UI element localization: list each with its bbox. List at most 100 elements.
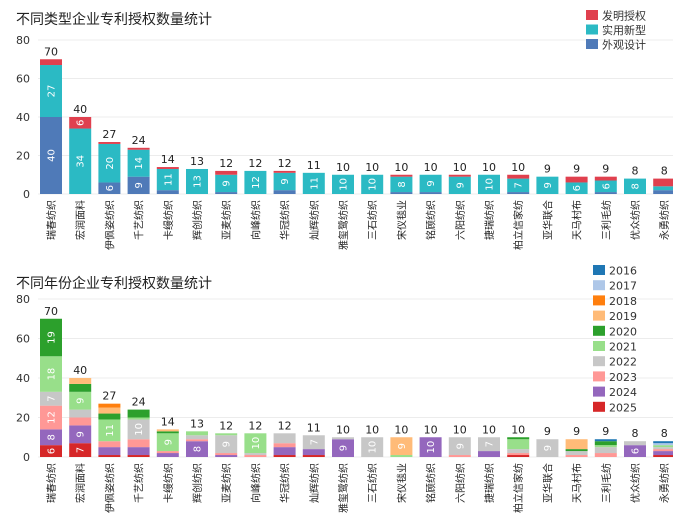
chart2-category-label: 铭顾纺织	[425, 463, 438, 503]
chart1-segment-label: 10	[368, 178, 379, 191]
chart1-bar-segment	[156, 167, 179, 169]
chart2-bar-segment	[127, 455, 150, 457]
chart2-category-label: 三利毛纺	[600, 463, 613, 503]
chart1-bar-segment	[40, 59, 62, 66]
chart2-bar-segment	[594, 447, 617, 454]
chart1-total-label: 27	[102, 128, 116, 141]
chart2-legend-swatch	[593, 310, 605, 321]
chart1-total-label: 11	[307, 159, 321, 172]
chart2-bar-segment	[98, 413, 121, 420]
chart2-total-label: 11	[307, 421, 321, 434]
chart2-bar-segment	[244, 433, 267, 454]
chart2-bar-segment	[98, 403, 121, 408]
chart1-bar-segment	[565, 182, 588, 194]
chart1-total-label: 10	[482, 161, 496, 174]
chart1-category-label: 卡缦纺织	[162, 200, 175, 240]
chart1-bar-segment	[273, 172, 296, 191]
chart2-legend-label: 2019	[609, 310, 637, 323]
chart1-segment-label: 7	[514, 182, 525, 188]
chart2-bar-segment	[653, 447, 673, 450]
chart2-bar-segment	[653, 449, 673, 452]
chart2-bar-segment	[127, 439, 150, 448]
chart1-bar-segment	[302, 172, 325, 194]
chart1-bar-segment	[40, 117, 62, 194]
chart1-legend-swatch	[586, 10, 598, 20]
chart2-category-label: 华冠纺织	[279, 463, 292, 503]
chart1-segment-label: 11	[163, 173, 174, 186]
chart2-segment-label: 11	[105, 424, 116, 437]
chart2-bar-segment	[156, 431, 179, 434]
chart2-category-label: 千艺纺织	[133, 463, 146, 503]
chart2-bar-segment	[653, 441, 673, 444]
chart2-bar-segment	[186, 435, 208, 440]
chart1-category-label: 宏润面料	[74, 200, 87, 240]
chart1-category-label: 华冠纺织	[279, 200, 292, 240]
chart1-segment-label: 9	[426, 180, 437, 186]
chart1-total-label: 13	[190, 155, 204, 168]
chart1-bar-segment	[594, 192, 617, 194]
chart2-bar-segment	[244, 455, 267, 457]
chart2-bar-segment	[40, 405, 62, 430]
chart1-bar-segment	[361, 174, 384, 194]
chart2-bar-segment	[156, 433, 179, 452]
chart2-bar-segment	[273, 447, 296, 456]
chart2-bar-segment	[653, 455, 673, 457]
chart1-bar-segment	[390, 176, 413, 193]
chart2-legend-swatch	[593, 325, 605, 336]
chart2-segment-label: 9	[543, 445, 554, 451]
chart1-category-label: 天马村布	[571, 200, 584, 240]
chart2-total-label: 14	[161, 415, 175, 428]
chart2-bar-segment	[40, 429, 62, 446]
chart1-category-label: 宋仪毯业	[395, 200, 408, 240]
chart2-bar-segment	[536, 439, 559, 457]
chart2-legend-label: 2024	[609, 386, 637, 399]
chart2-category-label: 宋仪毯业	[395, 463, 408, 503]
chart2-bar-segment	[624, 445, 646, 457]
chart1-total-label: 9	[573, 163, 580, 176]
chart2-bar-segment	[98, 455, 121, 457]
chart2-legend-label: 2025	[609, 401, 637, 414]
chart2-bar-segment	[565, 439, 588, 450]
chart2-bar-segment	[594, 453, 617, 457]
chart2-category-label: 亚麦纺织	[220, 463, 233, 503]
chart1-total-label: 8	[632, 165, 639, 178]
chart1-bar-segment	[507, 174, 530, 179]
chart1-segment-label: 9	[134, 182, 145, 188]
chart2-total-label: 9	[602, 425, 609, 438]
chart1-bar-segment	[448, 176, 471, 194]
chart2-total-label: 24	[132, 396, 146, 409]
chart2-bar-segment	[40, 356, 62, 392]
chart2-panel: 0 20 40 60 80 6 8 12 7 18 19 70 瑞春纺织 7 9 9 40 宏润面料 11 27 伊佩姿…	[16, 293, 673, 513]
chart1-total-label: 40	[73, 103, 87, 116]
chart1-category-label: 亚麦纺织	[220, 200, 233, 240]
chart2-total-label: 27	[102, 390, 116, 403]
chart2-bar-segment	[594, 441, 617, 446]
chart2-bar-segment	[653, 445, 673, 448]
chart1-segment-label: 40	[47, 149, 58, 162]
chart2-bar-segment	[594, 439, 617, 442]
chart2-legend-label: 2022	[609, 356, 637, 369]
chart1-bar-segment	[215, 174, 238, 193]
chart2-bar-segment	[594, 445, 617, 448]
chart1-segment-label: 27	[47, 85, 58, 98]
chart1-bar-segment	[594, 176, 617, 181]
chart1-category-label: 向峰纺织	[249, 200, 262, 240]
chart1-total-label: 12	[248, 157, 262, 170]
chart2-ytick-label: 0	[23, 451, 30, 464]
chart2-bar-segment	[69, 391, 92, 410]
chart2-bar-segment	[507, 455, 530, 457]
chart1-category-label: 捷瑞纺织	[483, 200, 496, 240]
chart1-bar-segment	[653, 190, 673, 194]
chart1-segment-label: 6	[76, 120, 87, 126]
chart1-segment-label: 10	[339, 178, 350, 191]
chart1-total-label: 12	[219, 157, 233, 170]
chart2-segment-label: 9	[455, 443, 466, 449]
chart1-segment-label: 34	[76, 155, 87, 168]
chart2-legend: 2016 2017 2018 2019 2020 2021 2022 2023 2024 2025	[593, 265, 637, 414]
chart1-bar-segment	[448, 174, 471, 177]
chart1-bar-segment	[390, 174, 413, 177]
chart2-bar-segment	[419, 437, 442, 457]
chart2-bar-segment	[186, 441, 208, 457]
chart1-legend-label: 发明授权	[602, 9, 646, 23]
